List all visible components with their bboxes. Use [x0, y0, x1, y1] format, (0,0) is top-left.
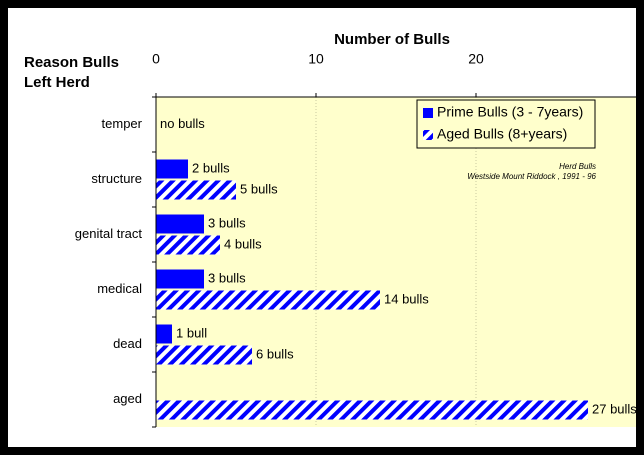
legend-label: Prime Bulls (3 - 7years)	[437, 104, 583, 120]
bar	[156, 400, 588, 420]
y-tick-label: temper	[102, 116, 143, 131]
value-label: 14 bulls	[384, 291, 429, 306]
legend-swatch	[423, 130, 433, 140]
plot: no bulls 2 bulls 5 bulls 3 bulls 4 bulls 3 bu…	[156, 96, 637, 427]
y-tick-label: aged	[113, 391, 142, 406]
plot-area	[156, 97, 636, 427]
y-axis-label: Reason Bulls	[24, 54, 119, 71]
bar	[156, 159, 188, 179]
y-tick-label: genital tract	[75, 226, 143, 241]
annotation: Herd Bulls	[559, 162, 596, 171]
value-label: no bulls	[160, 116, 205, 131]
legend-box	[416, 99, 596, 149]
bar	[156, 180, 236, 200]
value-label: 3 bulls	[208, 215, 246, 230]
bar	[156, 290, 380, 310]
value-label: 4 bulls	[224, 236, 262, 251]
y-tick-label: structure	[91, 171, 142, 186]
value-label: 27 bulls	[592, 401, 637, 416]
bar	[156, 324, 172, 344]
x-tick-label: 20	[468, 51, 484, 67]
legend-label: Aged Bulls (8+years)	[437, 126, 567, 142]
value-label: 5 bulls	[240, 181, 278, 196]
bar	[156, 235, 220, 255]
y-axis-label: Left Herd	[24, 74, 90, 91]
value-label: 1 bull	[176, 325, 207, 340]
value-label: 3 bulls	[208, 270, 246, 285]
value-label: 2 bulls	[192, 160, 230, 175]
x-tick-label: 0	[152, 51, 160, 67]
annotation: Westside Mount Riddock , 1991 - 96	[467, 172, 596, 181]
bar	[156, 269, 204, 289]
x-axis-label: Number of Bulls	[334, 31, 450, 48]
bar	[156, 345, 252, 365]
value-label: 6 bulls	[256, 346, 294, 361]
x-tick-label: 10	[308, 51, 324, 67]
y-tick-label: dead	[113, 336, 142, 351]
legend-swatch	[423, 108, 433, 118]
y-tick-label: medical	[97, 281, 142, 296]
bar	[156, 214, 204, 234]
